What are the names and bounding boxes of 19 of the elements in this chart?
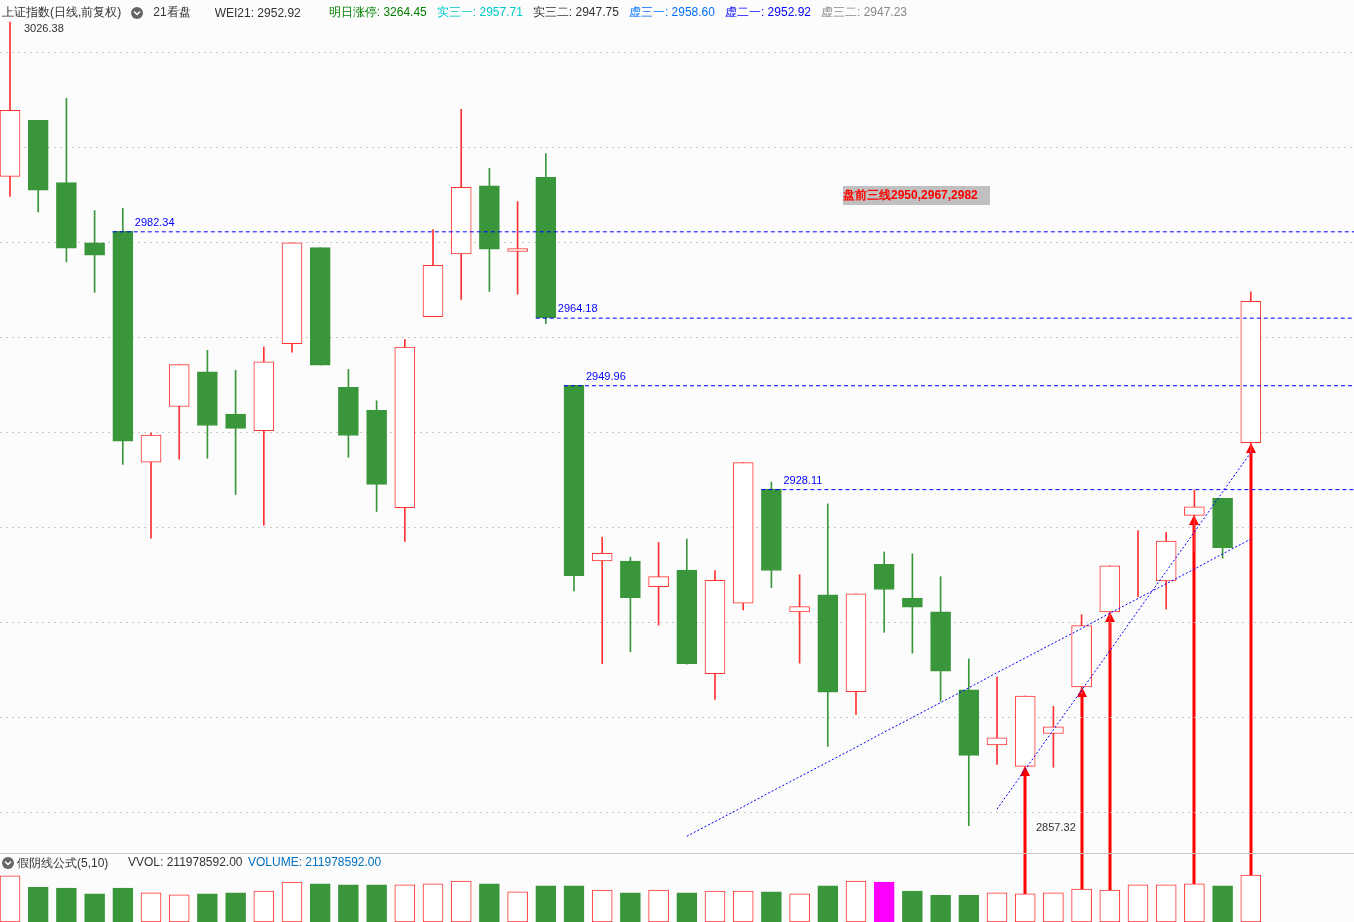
annotation: 虚二一: 2952.92 [724, 4, 811, 21]
annotation: 明日涨停: 3264.45 [328, 4, 427, 21]
ref-line-label: 2928.11 [783, 473, 823, 486]
chart-title: 上证指数(日线,前复权) [2, 4, 122, 21]
annotation: 虚三二: 2947.23 [820, 4, 908, 21]
annotation: 虚三一: 2958.60 [628, 4, 715, 21]
chart-title: 假阴线公式(5,10) [17, 855, 109, 872]
annotation: 实三一: 2957.71 [436, 4, 523, 21]
annotation: 21看盘 [153, 4, 191, 21]
ref-line-label: 2964.18 [557, 302, 598, 315]
annotation: 3026.38 [24, 22, 64, 34]
annotation: 实三二: 2947.75 [532, 4, 619, 21]
ref-line-label: 2982.34 [134, 215, 175, 228]
text: VVOL: 211978592.00 [128, 855, 243, 869]
ref-line-label: 2949.96 [586, 369, 626, 382]
annotation: 盘前三线2950,2967,2982 [843, 186, 990, 205]
annotation: WEI21: 2952.92 [214, 5, 301, 20]
text: VOLUME: 211978592.00 [248, 855, 382, 869]
annotation: 2857.32 [1036, 821, 1076, 833]
